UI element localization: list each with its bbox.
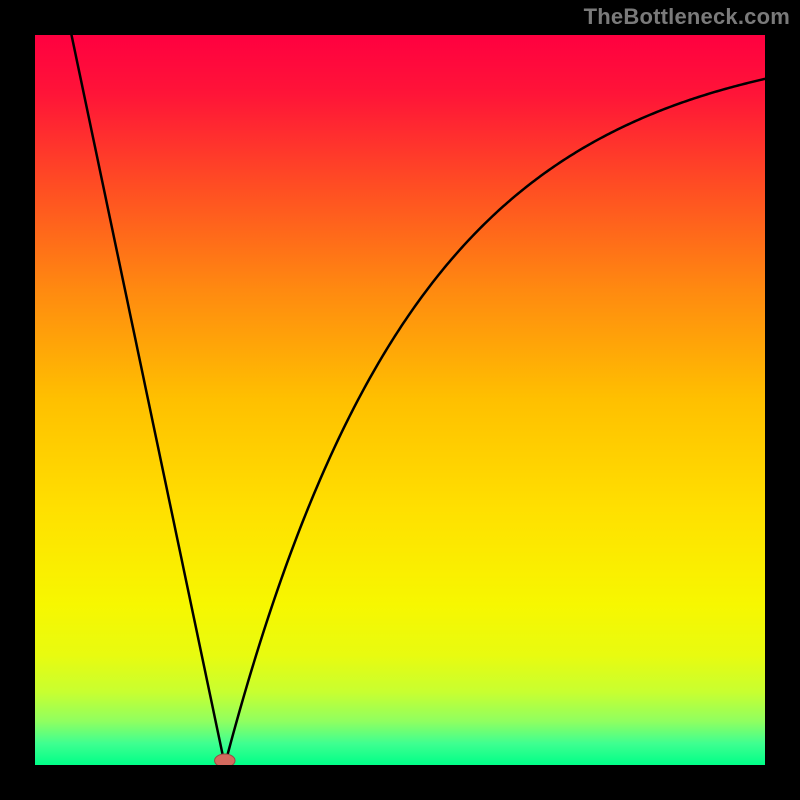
watermark-text: TheBottleneck.com (584, 4, 790, 30)
minimum-marker (215, 754, 235, 767)
bottleneck-chart (0, 0, 800, 800)
chart-frame: TheBottleneck.com (0, 0, 800, 800)
gradient-background (35, 35, 765, 765)
